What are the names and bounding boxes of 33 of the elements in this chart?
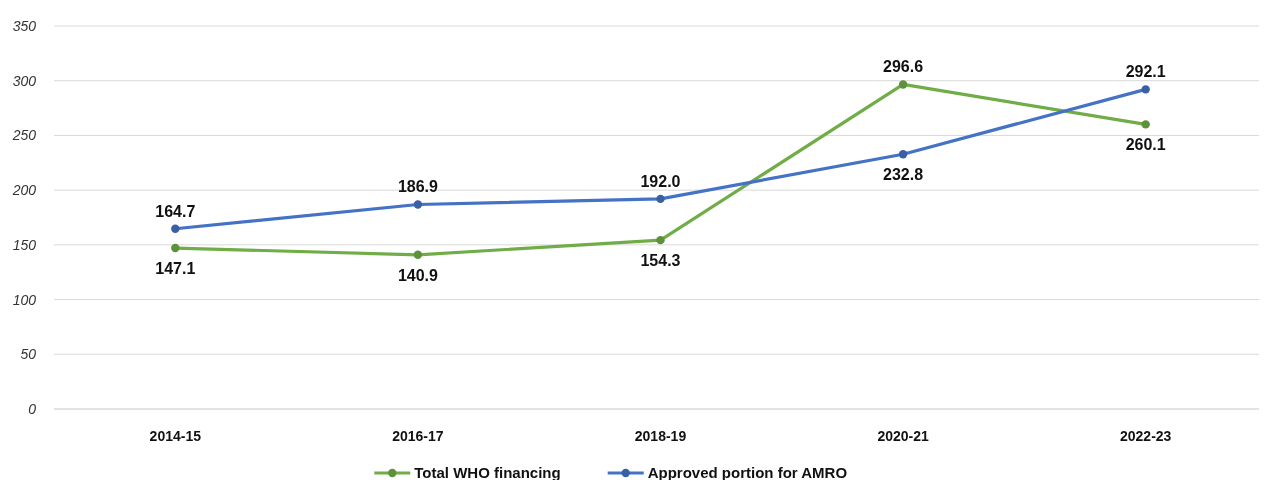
point bbox=[1141, 120, 1150, 129]
text: 260.1 bbox=[1125, 136, 1166, 154]
text: 296.6 bbox=[883, 58, 924, 76]
text: 147.1 bbox=[155, 260, 196, 278]
x-tick-label: 2016-17 bbox=[392, 428, 444, 444]
y-tick-label: 300 bbox=[12, 72, 37, 89]
text: 154.3 bbox=[640, 252, 681, 270]
text: 140.9 bbox=[397, 266, 438, 284]
x-tick-label: 2014-15 bbox=[149, 428, 202, 444]
text: 164.7 bbox=[155, 202, 196, 220]
y-tick-label: 200 bbox=[11, 182, 37, 199]
x-tick-label: 2018-19 bbox=[634, 428, 687, 444]
point bbox=[898, 150, 908, 159]
x-tick-label: 2020-21 bbox=[877, 428, 929, 444]
text: 232.8 bbox=[883, 166, 924, 184]
point bbox=[171, 224, 180, 233]
text: 186.9 bbox=[397, 178, 438, 196]
x-tick-label: 2022-23 bbox=[1120, 428, 1172, 444]
text: 292.1 bbox=[1125, 63, 1166, 81]
point bbox=[898, 80, 908, 89]
y-tick-label: 0 bbox=[28, 401, 37, 417]
point bbox=[656, 235, 665, 245]
y-tick-label: 100 bbox=[12, 291, 37, 308]
point bbox=[656, 194, 665, 204]
y-tick-label: 350 bbox=[12, 18, 37, 34]
text: 192.0 bbox=[640, 172, 681, 190]
point bbox=[413, 200, 423, 209]
y-tick-label: 150 bbox=[12, 236, 37, 253]
y-tick-label: 50 bbox=[20, 346, 37, 363]
y-tick-label: 250 bbox=[11, 127, 37, 144]
point bbox=[413, 250, 423, 260]
point bbox=[171, 243, 180, 253]
point bbox=[1141, 85, 1150, 94]
